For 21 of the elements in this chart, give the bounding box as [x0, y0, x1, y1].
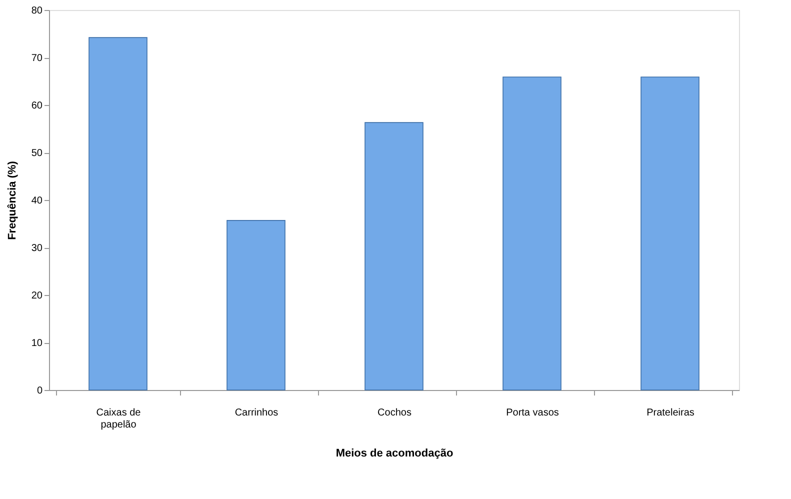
bar: [502, 76, 562, 390]
y-tick-label: 30: [31, 243, 43, 254]
y-tick-label: 60: [31, 100, 43, 112]
y-tick-label: 10: [31, 338, 43, 349]
x-tick-label: Prateleiras: [646, 408, 694, 418]
x-tick-label: Caixas de papelão: [96, 408, 142, 430]
bar: [364, 122, 424, 390]
bar: [226, 220, 286, 390]
y-axis-title: Frequência (%): [6, 160, 18, 240]
y-tick-label: 50: [31, 148, 43, 159]
bar: [88, 37, 148, 390]
y-tick-label: 80: [31, 6, 43, 16]
bar: [640, 76, 700, 390]
y-tick-label: 70: [31, 53, 43, 64]
y-tick-label: 20: [31, 290, 43, 302]
y-tick-label: 0: [36, 386, 43, 396]
x-tick-label: Porta vasos: [506, 408, 559, 418]
x-tick-label: Cochos: [378, 408, 412, 418]
x-axis-title: Meios de acomodação: [336, 448, 454, 460]
x-tick-label: Carrinhos: [234, 408, 278, 418]
y-tick-label: 40: [31, 196, 43, 206]
